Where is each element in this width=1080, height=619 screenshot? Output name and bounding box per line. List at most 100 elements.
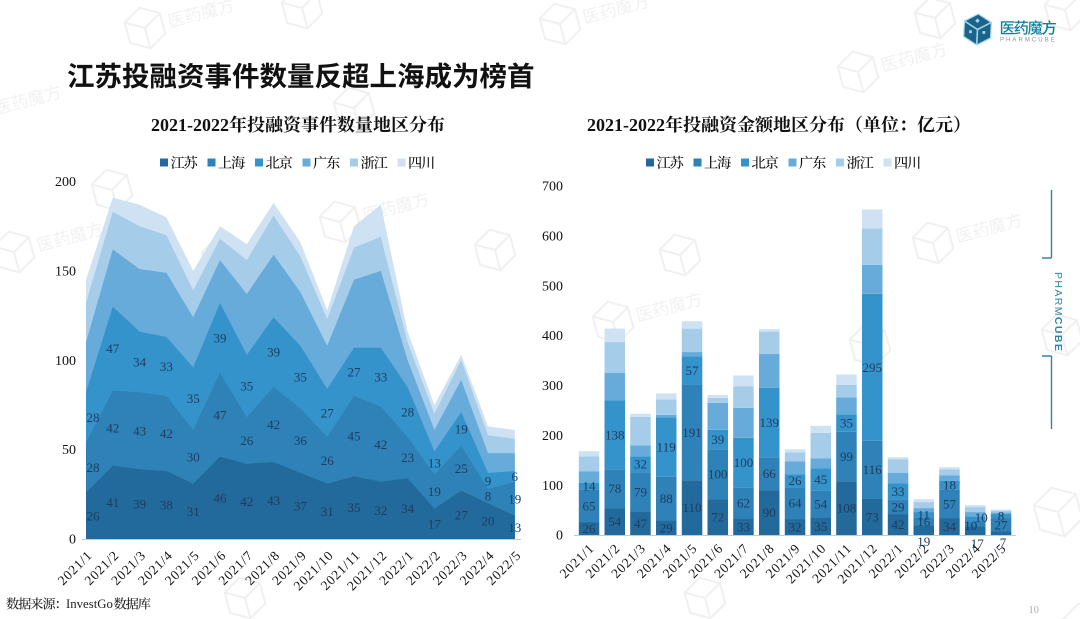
svg-text:42: 42 [160,426,173,441]
svg-text:2021-2022: 2021-2022 [587,115,665,135]
svg-text:500: 500 [542,279,563,294]
svg-text:29: 29 [660,520,673,535]
svg-text:39: 39 [267,345,280,360]
svg-text:14: 14 [583,479,597,494]
svg-text:23: 23 [401,450,414,465]
svg-text:100: 100 [542,479,563,494]
svg-text:47: 47 [634,516,648,531]
svg-text:42: 42 [240,494,253,509]
svg-text:100: 100 [734,455,754,470]
svg-text:138: 138 [605,427,625,442]
svg-text:99: 99 [840,449,853,464]
svg-text:119: 119 [657,440,676,455]
svg-text:42: 42 [106,421,119,436]
svg-text:26: 26 [87,508,101,523]
svg-text:100: 100 [55,354,76,369]
svg-text:57: 57 [943,496,957,511]
svg-text:65: 65 [583,498,596,513]
svg-text:54: 54 [814,497,828,512]
svg-text:32: 32 [374,503,387,518]
svg-text:200: 200 [542,429,563,444]
svg-text:39: 39 [711,432,724,447]
svg-text:39: 39 [214,330,227,345]
svg-text:100: 100 [708,467,728,482]
svg-text:50: 50 [62,443,76,458]
svg-text:31: 31 [321,504,334,519]
svg-text:90: 90 [763,505,776,520]
svg-text:26: 26 [789,473,803,488]
svg-text:33: 33 [160,359,173,374]
svg-text:19: 19 [455,422,468,437]
svg-text:2021-2022: 2021-2022 [151,115,229,135]
svg-text:57: 57 [686,363,700,378]
svg-text:37: 37 [294,498,308,513]
svg-text:28: 28 [87,410,100,425]
svg-text:26: 26 [583,521,597,536]
svg-text:45: 45 [348,429,361,444]
svg-text:0: 0 [556,529,563,544]
svg-text:11: 11 [918,507,931,522]
svg-text:InvestGo: InvestGo [66,597,113,611]
svg-text:54: 54 [608,514,622,529]
svg-text:29: 29 [892,499,905,514]
svg-text:43: 43 [133,423,146,438]
svg-text:35: 35 [187,391,200,406]
svg-text:13: 13 [508,520,521,535]
svg-text:19: 19 [428,484,441,499]
svg-text:108: 108 [837,501,857,516]
svg-text:43: 43 [267,493,280,508]
svg-text:27: 27 [995,517,1009,532]
svg-text:139: 139 [759,415,779,430]
svg-text:10: 10 [964,518,977,533]
svg-text:26: 26 [240,433,254,448]
svg-text:19: 19 [508,491,521,506]
svg-text:42: 42 [267,417,280,432]
svg-text:PHARMCUBE: PHARMCUBE [1052,272,1064,352]
svg-text:116: 116 [863,462,883,477]
svg-text:39: 39 [133,497,146,512]
svg-text:25: 25 [455,461,468,476]
svg-text:35: 35 [294,370,307,385]
svg-text:200: 200 [55,175,76,190]
svg-text:191: 191 [682,425,702,440]
svg-text:45: 45 [814,472,827,487]
svg-text:9: 9 [485,473,492,488]
svg-text:78: 78 [608,481,621,496]
svg-text:34: 34 [133,355,147,370]
svg-text:31: 31 [187,504,200,519]
svg-text:600: 600 [542,230,563,245]
svg-text:295: 295 [862,360,882,375]
svg-text:66: 66 [763,466,777,481]
svg-text:62: 62 [737,496,750,511]
svg-text:8: 8 [485,489,492,504]
svg-text:13: 13 [428,456,441,471]
svg-text:PHARMCUBE: PHARMCUBE [1000,38,1057,44]
svg-text:41: 41 [106,495,119,510]
svg-text:35: 35 [814,519,827,534]
svg-text:33: 33 [892,484,905,499]
svg-text:10: 10 [975,510,988,525]
svg-text:34: 34 [401,501,415,516]
svg-text:38: 38 [160,498,173,513]
svg-text:32: 32 [789,520,802,535]
svg-text:17: 17 [428,516,442,531]
svg-text:64: 64 [789,496,803,511]
svg-text:73: 73 [866,509,879,524]
svg-text:19: 19 [917,534,930,549]
svg-text:47: 47 [214,407,228,422]
svg-text:26: 26 [321,453,335,468]
svg-text:34: 34 [943,519,957,534]
svg-text:42: 42 [374,437,387,452]
svg-text:72: 72 [711,510,724,525]
svg-text:30: 30 [187,449,200,464]
svg-text:27: 27 [455,507,469,522]
svg-text:32: 32 [634,457,647,472]
svg-text:35: 35 [348,500,361,515]
svg-text:17: 17 [971,536,985,551]
svg-text:47: 47 [106,341,120,356]
svg-text:0: 0 [69,533,76,548]
svg-text:20: 20 [482,514,495,529]
svg-text:88: 88 [660,491,673,506]
svg-text:10: 10 [1029,605,1040,616]
svg-text:6: 6 [512,469,519,484]
